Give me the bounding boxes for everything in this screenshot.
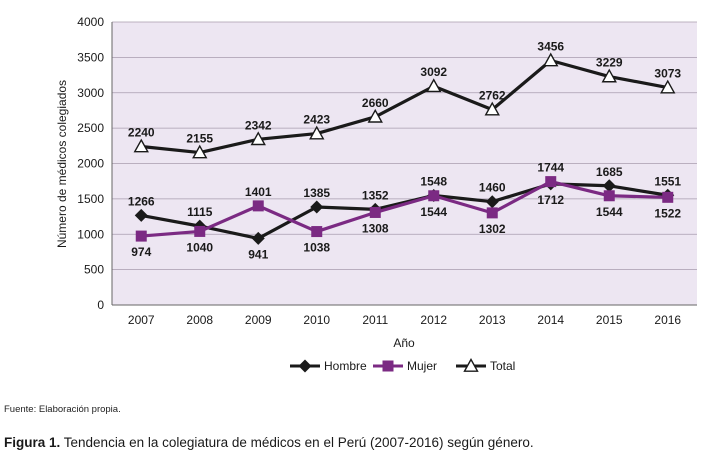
point-total <box>250 131 266 146</box>
data-label: 2762 <box>479 89 506 103</box>
legend-marker-mujer <box>382 360 394 372</box>
data-label: 2423 <box>303 113 330 127</box>
x-tick-label: 2012 <box>420 313 447 327</box>
point-total <box>133 138 149 153</box>
data-label: 2660 <box>362 96 389 110</box>
y-tick-label: 3000 <box>77 86 104 100</box>
data-label: 2155 <box>186 132 213 146</box>
point-mujer <box>135 230 147 242</box>
data-label: 1460 <box>479 181 506 195</box>
data-label: 1401 <box>245 185 272 199</box>
data-label: 974 <box>131 245 151 259</box>
data-label: 1115 <box>187 205 213 219</box>
x-tick-label: 2008 <box>186 313 213 327</box>
gridlines <box>112 21 697 271</box>
point-mujer <box>194 225 206 237</box>
y-axis-title: Número de médicos colegiados <box>55 80 69 248</box>
legend-label: Hombre <box>324 359 367 373</box>
point-hombre <box>310 200 324 214</box>
data-label: 1040 <box>186 240 213 254</box>
series-line-hombre <box>140 182 669 241</box>
y-tick-label: 1500 <box>77 192 104 206</box>
point-total <box>601 68 617 83</box>
point-mujer <box>369 206 381 218</box>
data-label: 1308 <box>362 221 389 235</box>
data-label: 1551 <box>654 174 681 188</box>
series-line-total <box>141 58 669 155</box>
x-tick-label: 2013 <box>479 313 506 327</box>
data-label: 3229 <box>596 56 623 70</box>
data-label: 3092 <box>420 65 447 79</box>
x-tick-label: 2007 <box>128 313 155 327</box>
data-label: 1544 <box>420 205 447 219</box>
data-label: 2342 <box>245 118 272 132</box>
caption-label: Figura 1. <box>4 435 61 450</box>
legend: Hombre Mujer Total <box>290 358 515 373</box>
data-label: 1548 <box>420 174 447 188</box>
data-label: 2240 <box>128 126 155 140</box>
point-hombre <box>251 231 265 245</box>
x-tick-label: 2010 <box>303 313 330 327</box>
series-line-mujer <box>141 180 668 238</box>
point-total <box>192 144 208 159</box>
y-tick-label: 4000 <box>77 15 104 29</box>
point-total <box>426 78 442 93</box>
point-mujer <box>311 226 323 238</box>
legend-marker-total <box>463 358 479 372</box>
caption-text: Tendencia en la colegiatura de médicos e… <box>60 435 534 450</box>
y-tick-label: 1000 <box>77 227 104 241</box>
x-tick-label: 2016 <box>654 313 681 327</box>
series-group <box>133 52 676 245</box>
data-label: 3073 <box>654 67 681 81</box>
figure-caption: Figura 1. Tendencia en la colegiatura de… <box>4 435 534 450</box>
legend-label: Mujer <box>407 359 437 373</box>
x-axis-title: Año <box>393 336 415 350</box>
point-mujer <box>545 176 557 188</box>
point-total <box>309 125 325 140</box>
point-total <box>660 79 676 94</box>
x-tick-label: 2014 <box>537 313 564 327</box>
y-tick-label: 0 <box>97 298 104 312</box>
source-note: Fuente: Elaboración propia. <box>4 404 121 415</box>
data-label: 1038 <box>303 241 330 255</box>
data-label: 1522 <box>654 206 681 220</box>
data-label: 941 <box>248 247 268 261</box>
y-tick-label: 3500 <box>77 50 104 64</box>
data-label: 1266 <box>128 194 155 208</box>
data-label: 1385 <box>303 186 330 200</box>
data-label: 1544 <box>596 205 623 219</box>
data-label: 1352 <box>362 188 389 202</box>
point-total <box>543 52 559 67</box>
data-label: 1744 <box>537 161 564 175</box>
point-mujer <box>252 200 264 212</box>
point-total <box>484 101 500 116</box>
data-labels: 1266 1115 941 1385 1352 1548 1460 1712 1685 1551 9… <box>128 39 682 261</box>
data-label: 1302 <box>479 222 506 236</box>
point-mujer <box>428 190 440 202</box>
point-hombre <box>602 179 616 193</box>
data-label: 3456 <box>537 39 564 53</box>
x-tick-labels: 2007 2008 2009 2010 2011 2012 2013 2014 2015 2016 <box>128 313 682 327</box>
point-mujer <box>486 207 498 219</box>
point-mujer <box>603 190 615 202</box>
point-total <box>367 108 383 123</box>
data-label: 1685 <box>596 165 623 179</box>
data-label: 1712 <box>537 193 564 207</box>
y-tick-label: 2500 <box>77 121 104 135</box>
x-tick-label: 2015 <box>596 313 623 327</box>
y-tick-label: 2000 <box>77 157 104 171</box>
point-hombre <box>134 208 148 222</box>
x-tick-label: 2009 <box>245 313 272 327</box>
y-tick-label: 500 <box>84 263 104 277</box>
point-mujer <box>662 191 674 203</box>
legend-marker-hombre <box>298 359 312 373</box>
y-tick-labels: 0 500 1000 1500 2000 2500 3000 3500 4000 <box>77 15 104 312</box>
point-hombre <box>485 195 499 209</box>
x-tick-label: 2011 <box>362 313 388 327</box>
legend-label: Total <box>490 359 515 373</box>
